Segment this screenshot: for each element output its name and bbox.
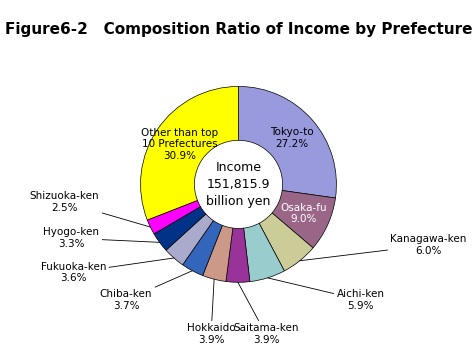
Wedge shape (226, 228, 249, 282)
Wedge shape (243, 223, 284, 282)
Text: Hyogo-ken
3.3%: Hyogo-ken 3.3% (43, 227, 159, 249)
Wedge shape (258, 213, 312, 271)
Wedge shape (182, 221, 222, 275)
Text: Osaka-fu
9.0%: Osaka-fu 9.0% (279, 203, 326, 224)
Text: Tokyo-to
27.2%: Tokyo-to 27.2% (270, 127, 313, 149)
Text: Aichi-ken
5.9%: Aichi-ken 5.9% (267, 278, 384, 311)
Wedge shape (202, 225, 232, 281)
Wedge shape (154, 207, 206, 250)
Text: Hokkaido
3.9%: Hokkaido 3.9% (187, 279, 235, 345)
Wedge shape (271, 191, 335, 248)
Text: Kanagawa-ken
6.0%: Kanagawa-ken 6.0% (299, 234, 466, 261)
Text: Shizuoka-ken
2.5%: Shizuoka-ken 2.5% (30, 191, 150, 227)
Title: Figure6-2   Composition Ratio of Income by Prefecture: Figure6-2 Composition Ratio of Income by… (5, 22, 471, 37)
Text: Fukuoka-ken
3.6%: Fukuoka-ken 3.6% (41, 258, 174, 283)
Wedge shape (140, 86, 238, 220)
Wedge shape (238, 86, 336, 198)
Text: Income
151,815.9
billion yen: Income 151,815.9 billion yen (206, 161, 270, 208)
Text: Other than top
10 Prefectures
30.9%: Other than top 10 Prefectures 30.9% (141, 128, 218, 161)
Wedge shape (166, 214, 213, 265)
Text: Saitama-ken
3.9%: Saitama-ken 3.9% (233, 282, 298, 345)
Text: Chiba-ken
3.7%: Chiba-ken 3.7% (99, 271, 192, 311)
Wedge shape (147, 201, 200, 234)
